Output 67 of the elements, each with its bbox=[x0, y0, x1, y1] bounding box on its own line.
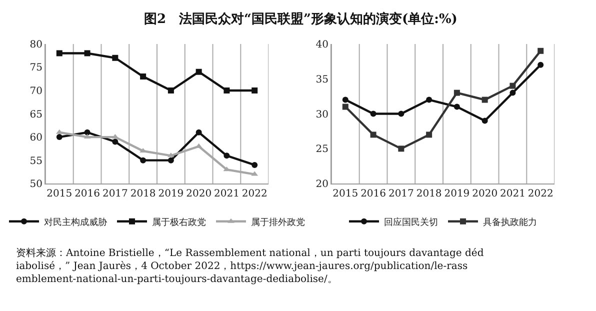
text: 图2 法国民众对“国民联盟”形象认知的演变(单位:%) bbox=[144, 11, 458, 27]
point bbox=[454, 104, 460, 110]
y-tick-label: 25 bbox=[316, 144, 328, 156]
x-tick-label: 2018 bbox=[130, 188, 156, 200]
x-tick-label: 2015 bbox=[46, 188, 72, 200]
point bbox=[426, 96, 432, 103]
point bbox=[168, 157, 174, 164]
point bbox=[140, 74, 146, 80]
x-tick-label: 2021 bbox=[500, 188, 526, 200]
point bbox=[112, 54, 118, 61]
y-tick-label: 50 bbox=[30, 179, 42, 190]
y-tick-label: 55 bbox=[30, 156, 42, 167]
point bbox=[510, 90, 516, 96]
x-tick-label: 2022 bbox=[242, 188, 268, 200]
point bbox=[196, 68, 202, 75]
x-tick-label: 2020 bbox=[472, 188, 498, 200]
point bbox=[168, 87, 174, 94]
point bbox=[140, 157, 146, 164]
point bbox=[370, 110, 376, 117]
point bbox=[342, 104, 348, 110]
legend-label: 属于极右政党 bbox=[152, 216, 206, 228]
y-tick-label: 75 bbox=[30, 62, 42, 74]
point bbox=[224, 87, 230, 94]
y-tick-label: 30 bbox=[316, 109, 328, 120]
point bbox=[482, 118, 488, 124]
point bbox=[196, 129, 202, 136]
x-tick-label: 2019 bbox=[158, 188, 184, 200]
y-tick-label: 60 bbox=[30, 132, 42, 144]
y-tick-label: 40 bbox=[316, 39, 328, 50]
point bbox=[482, 96, 488, 103]
y-tick-label: 20 bbox=[316, 179, 328, 190]
point bbox=[454, 90, 460, 96]
x-tick-label: 2016 bbox=[360, 188, 386, 200]
point bbox=[56, 134, 62, 140]
legend-label: 回应国民关切 bbox=[384, 216, 438, 228]
point bbox=[342, 96, 348, 103]
point bbox=[112, 138, 118, 145]
point bbox=[398, 146, 404, 152]
x-tick-label: 2017 bbox=[388, 188, 414, 200]
x-tick-label: 2022 bbox=[528, 188, 554, 200]
point bbox=[510, 82, 516, 89]
y-tick-label: 35 bbox=[316, 74, 328, 86]
point bbox=[252, 87, 258, 94]
x-tick-label: 2017 bbox=[102, 188, 128, 200]
x-tick-label: 2021 bbox=[214, 188, 240, 200]
legend-label: 具备执政能力 bbox=[483, 216, 537, 228]
point bbox=[84, 129, 90, 136]
point bbox=[426, 132, 432, 138]
point bbox=[538, 62, 544, 68]
text: 资料来源：Antoine Bristielle，“Le Rassemblement national，un parti toujours davantage dédiabolisé，” Jean Jaurès，4 October 2022，https://www.jean-jaures.org/publication/le-rassemblement-national-un-parti-toujours-davantage-dediabolise/。 bbox=[16, 247, 484, 285]
x-tick-label: 2016 bbox=[74, 188, 100, 200]
y-tick-label: 70 bbox=[30, 86, 42, 97]
legend-label: 属于排外政党 bbox=[251, 216, 305, 228]
point bbox=[398, 110, 404, 117]
x-tick-label: 2018 bbox=[416, 188, 442, 200]
point bbox=[538, 48, 544, 54]
legend-label: 对民主构成威胁 bbox=[44, 216, 107, 228]
point bbox=[56, 50, 62, 56]
y-tick-label: 65 bbox=[30, 109, 42, 120]
point bbox=[252, 162, 258, 168]
point bbox=[224, 152, 230, 159]
x-tick-label: 2019 bbox=[444, 188, 470, 200]
point bbox=[370, 132, 376, 138]
x-tick-label: 2015 bbox=[332, 188, 358, 200]
point bbox=[84, 50, 90, 56]
y-tick-label: 80 bbox=[30, 39, 42, 50]
x-tick-label: 2020 bbox=[186, 188, 212, 200]
